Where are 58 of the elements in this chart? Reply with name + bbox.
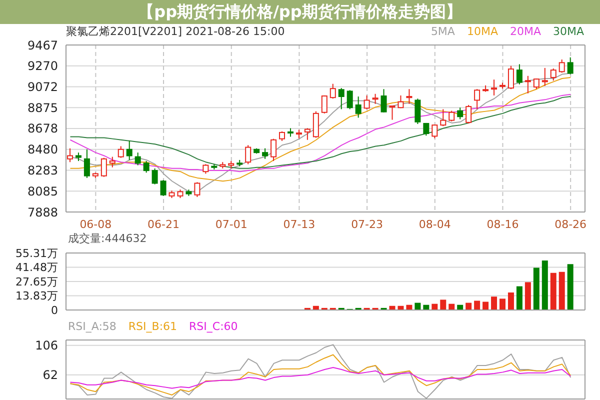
x-tick-label: 07-01 bbox=[215, 218, 248, 231]
text: RSI_B:61 bbox=[128, 320, 178, 333]
y-tick-label: 8283 bbox=[27, 163, 58, 178]
text: 成交量:444632 bbox=[68, 232, 147, 245]
bar bbox=[466, 302, 472, 310]
line-series bbox=[70, 366, 572, 389]
y-tick-label: 0 bbox=[51, 304, 58, 317]
y-tick-label: 9467 bbox=[27, 38, 58, 52]
x-tick-label: 08-26 bbox=[554, 218, 587, 231]
y-tick-label: 106 bbox=[35, 338, 58, 353]
y-tick-label: 8480 bbox=[27, 142, 58, 157]
bar bbox=[542, 260, 548, 310]
line-series bbox=[70, 354, 572, 396]
x-tick-label: 07-23 bbox=[351, 218, 384, 231]
y-tick-label: 7888 bbox=[27, 205, 58, 220]
bar bbox=[533, 268, 540, 310]
y-tick-label: 62 bbox=[42, 368, 58, 382]
text: 5MA bbox=[430, 25, 455, 38]
y-tick-label: 55.31万 bbox=[16, 246, 58, 260]
candlestick bbox=[491, 79, 498, 96]
candlestick bbox=[542, 67, 548, 86]
bar bbox=[500, 298, 506, 310]
text: RSI_A:58 bbox=[68, 320, 116, 333]
bar bbox=[440, 300, 446, 310]
y-tick-label: 9270 bbox=[27, 59, 58, 74]
chart-subtitle: 聚氯乙烯2201[V2201] 2021-08-26 15:00 bbox=[66, 25, 285, 38]
bar bbox=[491, 296, 498, 310]
x-tick-label: 06-08 bbox=[80, 218, 112, 231]
bar bbox=[482, 302, 489, 310]
bar bbox=[474, 300, 480, 310]
x-tick-label: 06-21 bbox=[148, 218, 180, 231]
candlestick bbox=[406, 88, 412, 104]
candlestick bbox=[304, 128, 310, 140]
y-tick-label: 8875 bbox=[27, 100, 58, 115]
text: 10MA bbox=[466, 25, 498, 38]
bar bbox=[516, 286, 522, 310]
candlestick bbox=[126, 140, 132, 160]
text: 30MA bbox=[552, 25, 584, 38]
y-tick-label: 27.65万 bbox=[16, 275, 58, 288]
x-tick-label: 08-16 bbox=[486, 218, 519, 231]
bar bbox=[414, 302, 421, 310]
chart-title: 【pp期货行情价格/pp期货行情价格走势图】 bbox=[138, 2, 462, 21]
y-tick-label: 8085 bbox=[27, 184, 58, 198]
y-tick-label: 41.48万 bbox=[16, 261, 58, 274]
x-tick-label: 07-13 bbox=[283, 218, 316, 231]
bar bbox=[524, 282, 531, 310]
bar bbox=[508, 292, 514, 310]
text: RSI_C:60 bbox=[189, 320, 238, 333]
x-tick-label: 08-04 bbox=[418, 218, 451, 231]
candlestick bbox=[134, 152, 141, 166]
bar bbox=[550, 272, 556, 310]
y-tick-label: 13.83万 bbox=[16, 290, 58, 303]
bar bbox=[567, 264, 574, 310]
bar bbox=[558, 272, 565, 310]
candlestick bbox=[516, 64, 522, 85]
y-tick-label: 8678 bbox=[27, 122, 58, 136]
text: 20MA bbox=[510, 25, 541, 38]
y-tick-label: 9072 bbox=[27, 80, 58, 94]
